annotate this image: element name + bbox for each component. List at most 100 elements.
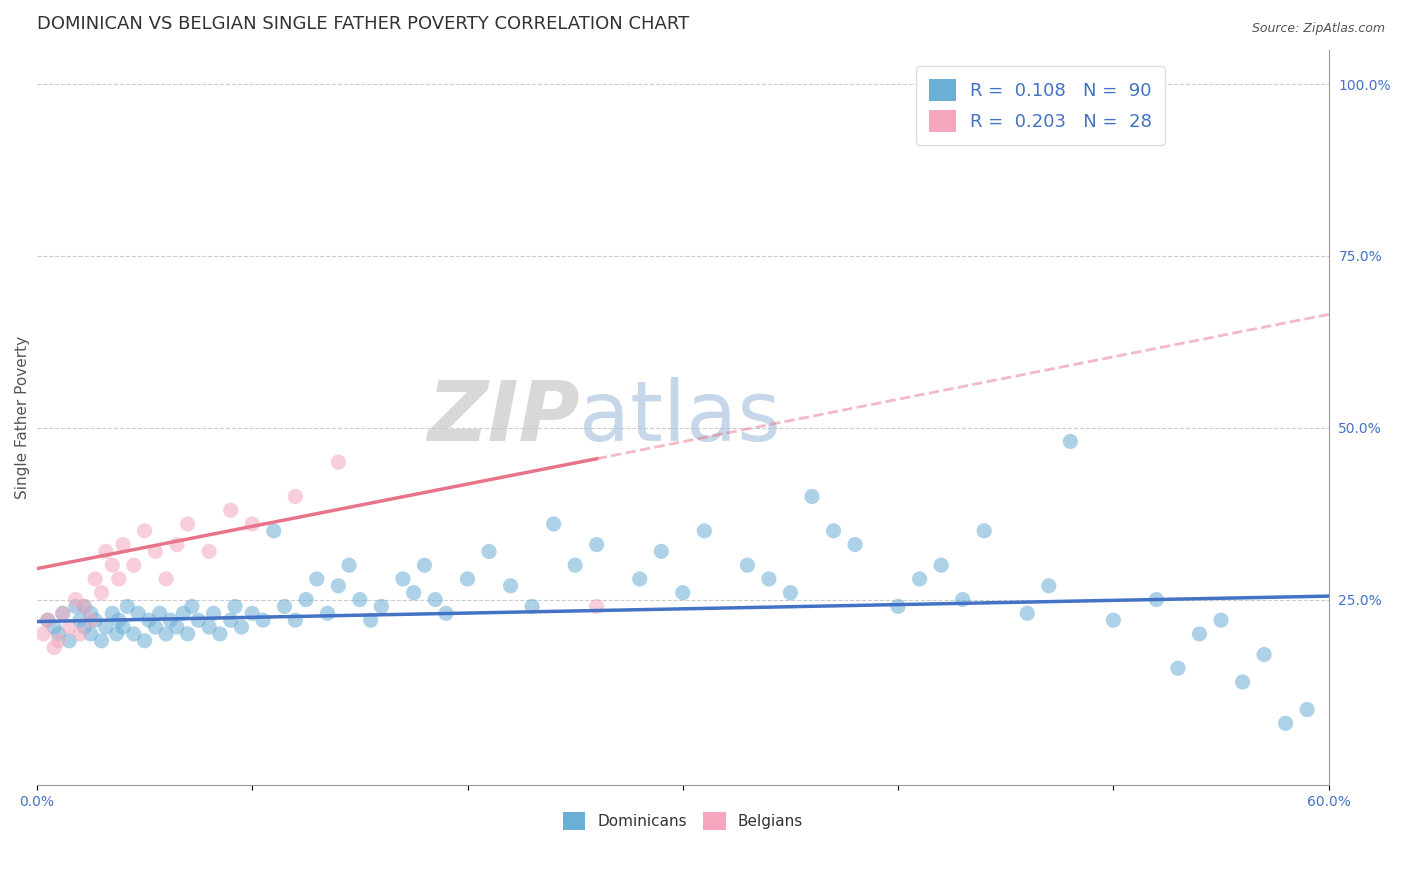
Point: [284, 490, 307, 504]
Point: [1038, 579, 1060, 593]
Point: [952, 592, 974, 607]
Point: [252, 613, 274, 627]
Point: [155, 627, 177, 641]
Text: DOMINICAN VS BELGIAN SINGLE FATHER POVERTY CORRELATION CHART: DOMINICAN VS BELGIAN SINGLE FATHER POVER…: [37, 15, 689, 33]
Point: [844, 538, 866, 552]
Point: [187, 613, 209, 627]
Point: [58, 620, 80, 634]
Point: [166, 620, 188, 634]
Point: [37, 613, 59, 627]
Point: [425, 592, 447, 607]
Point: [585, 599, 607, 614]
Point: [224, 599, 246, 614]
Point: [801, 490, 824, 504]
Point: [48, 633, 70, 648]
Point: [316, 607, 339, 621]
Point: [328, 579, 350, 593]
Point: [84, 572, 107, 586]
Point: [69, 613, 91, 627]
Point: [134, 633, 156, 648]
Point: [181, 599, 204, 614]
Point: [499, 579, 522, 593]
Point: [1188, 627, 1211, 641]
Point: [219, 503, 242, 517]
Point: [305, 572, 328, 586]
Point: [543, 516, 565, 531]
Point: [779, 585, 801, 599]
Point: [80, 607, 103, 621]
Point: [1167, 661, 1189, 675]
Point: [737, 558, 759, 573]
Point: [37, 613, 59, 627]
Point: [564, 558, 586, 573]
Point: [52, 607, 75, 621]
Point: [273, 599, 295, 614]
Point: [1144, 592, 1167, 607]
Point: [908, 572, 931, 586]
Point: [122, 627, 145, 641]
Y-axis label: Single Father Poverty: Single Father Poverty: [15, 336, 30, 499]
Point: [32, 627, 55, 641]
Point: [887, 599, 910, 614]
Point: [90, 633, 112, 648]
Point: [65, 599, 87, 614]
Point: [138, 613, 160, 627]
Point: [107, 572, 129, 586]
Point: [166, 538, 188, 552]
Point: [240, 607, 263, 621]
Point: [198, 544, 221, 558]
Point: [94, 544, 117, 558]
Point: [44, 640, 66, 655]
Point: [392, 572, 415, 586]
Text: ZIP: ZIP: [427, 377, 579, 458]
Point: [1209, 613, 1232, 627]
Point: [672, 585, 695, 599]
Point: [693, 524, 716, 538]
Point: [134, 524, 156, 538]
Point: [65, 592, 87, 607]
Point: [73, 599, 96, 614]
Point: [434, 607, 457, 621]
Point: [1296, 702, 1319, 716]
Point: [176, 516, 198, 531]
Point: [107, 613, 129, 627]
Point: [478, 544, 501, 558]
Point: [112, 620, 135, 634]
Point: [457, 572, 479, 586]
Point: [413, 558, 436, 573]
Point: [73, 620, 96, 634]
Point: [231, 620, 253, 634]
Point: [122, 558, 145, 573]
Point: [1102, 613, 1125, 627]
Point: [370, 599, 392, 614]
Point: [328, 455, 350, 469]
Point: [73, 599, 96, 614]
Point: [80, 627, 103, 641]
Point: [176, 627, 198, 641]
Point: [1274, 716, 1296, 731]
Point: [44, 620, 66, 634]
Point: [349, 592, 371, 607]
Point: [1017, 607, 1039, 621]
Point: [90, 585, 112, 599]
Point: [143, 620, 166, 634]
Point: [1232, 675, 1254, 690]
Point: [973, 524, 995, 538]
Point: [263, 524, 285, 538]
Point: [650, 544, 672, 558]
Point: [149, 607, 172, 621]
Point: [105, 627, 128, 641]
Point: [337, 558, 360, 573]
Point: [284, 613, 307, 627]
Point: [202, 607, 225, 621]
Point: [628, 572, 651, 586]
Point: [48, 627, 70, 641]
Point: [101, 607, 124, 621]
Point: [58, 633, 80, 648]
Text: Source: ZipAtlas.com: Source: ZipAtlas.com: [1251, 22, 1385, 36]
Point: [94, 620, 117, 634]
Point: [52, 607, 75, 621]
Point: [360, 613, 382, 627]
Point: [117, 599, 139, 614]
Point: [69, 627, 91, 641]
